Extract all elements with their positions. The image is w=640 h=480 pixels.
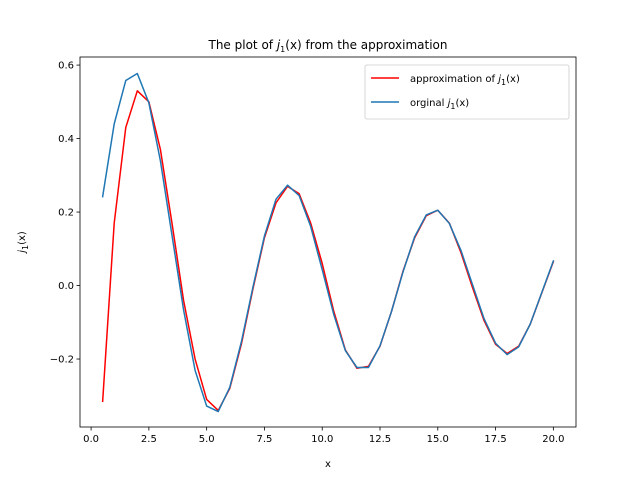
x-tick-label: 5.0	[199, 434, 215, 445]
series-layer	[101, 72, 555, 413]
y-axis-title: j1(x)	[17, 231, 30, 255]
y-tick-label: −0.2	[50, 355, 74, 366]
series-line-original	[101, 72, 555, 413]
legend: approximation of j1(x) orginal j1(x)	[364, 64, 570, 120]
x-tick-label: 15.0	[427, 434, 449, 445]
x-tick-label: 10.0	[311, 434, 333, 445]
x-tick-label: 17.5	[484, 434, 506, 445]
y-tick-label: 0.0	[58, 281, 74, 292]
x-tick-label: 7.5	[256, 434, 272, 445]
x-tick-label: 2.5	[141, 434, 157, 445]
y-axis-ticks: −0.2 0.0 0.2 0.4 0.6	[50, 61, 80, 366]
legend-label-approximation: approximation of j1(x)	[410, 74, 520, 87]
y-tick-label: 0.2	[58, 208, 74, 219]
series-line-approximation	[101, 90, 555, 412]
legend-label-original: orginal j1(x)	[410, 98, 469, 111]
y-tick-label: 0.6	[58, 61, 74, 72]
plot-area	[79, 56, 577, 428]
x-tick-label: 20.0	[542, 434, 564, 445]
chart-title: The plot of j1(x) from the approximation	[208, 38, 448, 54]
x-axis-title: x	[325, 459, 331, 470]
x-tick-label: 0.0	[83, 434, 99, 445]
y-tick-label: 0.4	[58, 134, 74, 145]
axes-frame	[79, 56, 577, 428]
legend-box	[364, 64, 570, 120]
x-axis-ticks: 0.0 2.5 5.0 7.5 10.0 12.5 15.0 17.5 20.0	[83, 427, 564, 445]
x-tick-label: 12.5	[369, 434, 391, 445]
